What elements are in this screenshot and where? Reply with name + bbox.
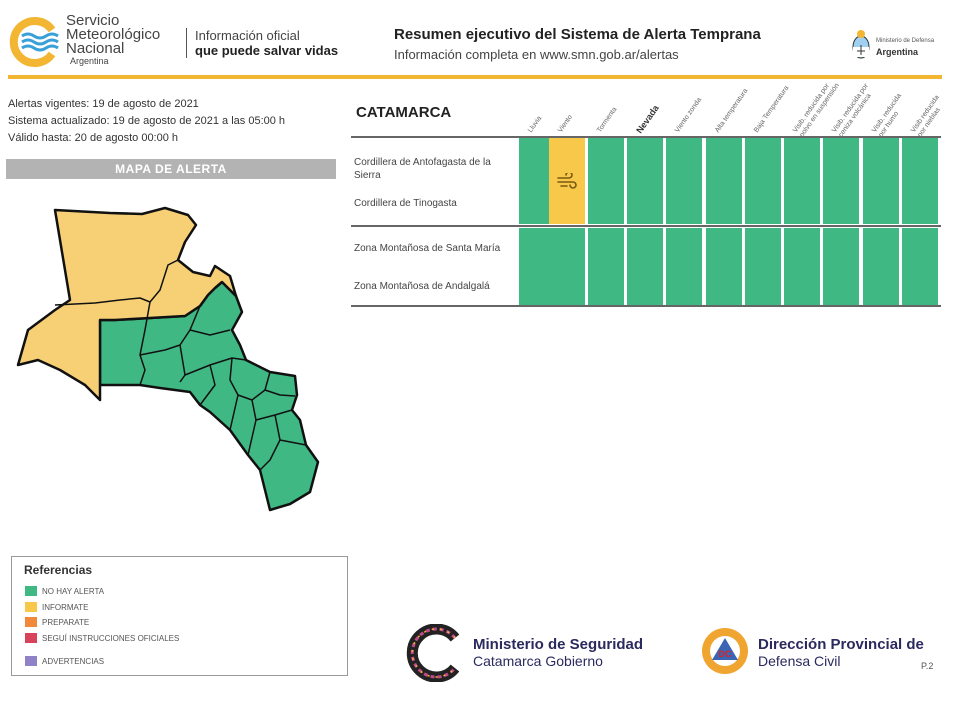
catamarca-alert-map [16,206,320,512]
defensa-title: Dirección Provincial de [758,636,924,653]
org-name: Servicio Meteorológico Nacional Argentin… [66,12,161,66]
header: Servicio Meteorológico Nacional Argentin… [0,0,960,80]
header-divider [8,75,942,79]
alert-dates: Alertas vigentes: 19 de agosto de 2021 S… [8,96,285,147]
alert-cell [863,228,899,305]
legend-item-segui-instrucciones: SEGUÍ INSTRUCCIONES OFICIALES [25,633,179,643]
sistema-actualizado: Sistema actualizado: 19 de agosto de 202… [8,115,286,127]
valido-hasta: Válido hasta: 20 de agosto 00:00 h [8,132,179,144]
column-header: Baja Temperatura [753,84,791,135]
legend-item-informate: INFORMATE [25,602,89,612]
table-top-rule [351,136,941,138]
legend-swatch [25,617,37,627]
column-header: Tormenta [596,106,619,135]
alert-cell [823,228,859,305]
wind-icon [557,173,577,189]
alert-cell [784,228,820,305]
alert-cell [549,228,585,305]
table-group-rule [351,225,941,227]
legend: Referencias NO HAY ALERTA INFORMATE PREP… [11,556,348,676]
alert-cell [823,138,859,224]
alert-cell [902,138,938,224]
column-header: Lluvia [527,115,544,135]
alert-cell [588,138,624,224]
seguridad-title: Ministerio de Seguridad [473,636,644,653]
map-region-west [16,206,238,402]
alert-cell [666,138,702,224]
column-header: Viento [557,113,575,135]
alert-cell [706,228,742,305]
alert-cell [666,228,702,305]
alert-cell [863,138,899,224]
alert-cell [902,228,938,305]
column-header: Visib reducida por nieblas [910,94,942,139]
alert-cell [549,138,585,224]
defensa-subtitle: Defensa Civil [758,653,841,669]
legend-item-preparate: PREPARATE [25,617,89,627]
legend-title: Referencias [24,563,93,577]
map-department-borders [54,259,307,471]
legend-swatch [25,586,37,596]
zone-label: Cordillera de Tinogasta [354,198,457,209]
smn-logo-icon [9,17,59,67]
tagline: Información oficial que puede salvar vid… [186,28,338,58]
legend-swatch [25,656,37,666]
table-bottom-rule [351,305,941,307]
alert-cell [784,138,820,224]
argentina-shield-icon [852,30,870,59]
svg-text:DC: DC [719,649,732,659]
alert-cell [745,228,781,305]
legend-swatch [25,602,37,612]
seguridad-subtitle: Catamarca Gobierno [473,653,603,669]
catamarca-c-logo-icon [406,624,460,682]
alertas-vigentes: Alertas vigentes: 19 de agosto de 2021 [8,98,199,110]
alert-cell [627,138,663,224]
alert-cell [627,228,663,305]
column-header: Nevada [634,103,661,136]
legend-swatch [25,633,37,643]
legend-item-no-hay-alerta: NO HAY ALERTA [25,586,104,596]
defensa-civil-logo-icon: DC [702,628,748,674]
zone-label: Zona Montañosa de Andalgalá [354,281,490,292]
column-header: Viento zonda [674,96,704,135]
alert-cell [745,138,781,224]
alert-cell [588,228,624,305]
alert-cell [706,138,742,224]
column-header: Alta temperatura [714,87,750,135]
province-title: CATAMARCA [356,104,452,121]
page-number: P.2 [921,661,934,671]
zone-label: Zona Montañosa de Santa María [354,243,501,254]
column-header: Visib. reducida por humo [871,92,904,139]
legend-item-advertencias: ADVERTENCIAS [25,656,104,666]
zone-label: Cordillera de Antofagasta de la Sierra [354,157,491,181]
page-title: Resumen ejecutivo del Sistema de Alerta … [394,26,761,62]
map-banner: MAPA DE ALERTA [6,159,336,179]
